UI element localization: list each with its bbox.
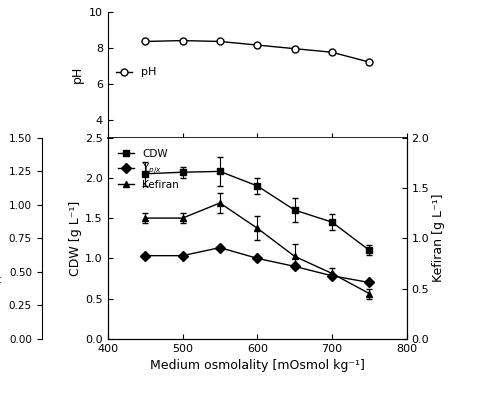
Y-axis label: CDW [g L⁻¹]: CDW [g L⁻¹] xyxy=(70,201,82,276)
Legend: pH: pH xyxy=(113,65,159,80)
X-axis label: Medium osmolality [mOsmol kg⁻¹]: Medium osmolality [mOsmol kg⁻¹] xyxy=(150,359,365,372)
Y-axis label: pH: pH xyxy=(71,66,83,84)
Y-axis label: Kefiran [g L⁻¹]: Kefiran [g L⁻¹] xyxy=(432,194,445,282)
Legend: CDW, Y$_{p/x}$, Kefiran: CDW, Y$_{p/x}$, Kefiran xyxy=(116,147,181,191)
Y-axis label: Y$_{p/x}$ [g$_{Kefiran}$ g$^{-1}$$_{Cells}$]: Y$_{p/x}$ [g$_{Kefiran}$ g$^{-1}$$_{Cell… xyxy=(0,187,4,289)
